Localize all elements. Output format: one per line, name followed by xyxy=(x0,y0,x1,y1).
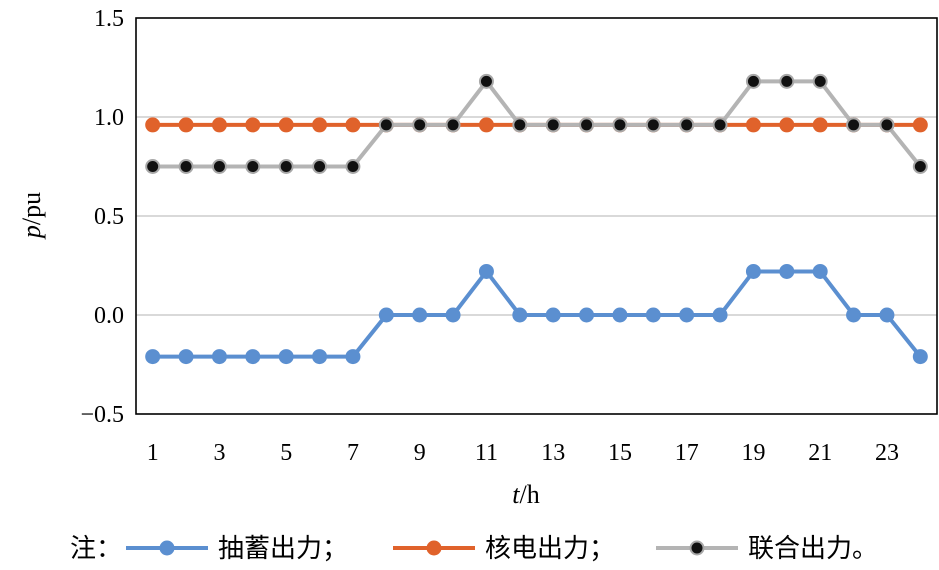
x-tick-label: 7 xyxy=(347,440,359,466)
data-point xyxy=(245,159,261,174)
data-point xyxy=(879,117,895,133)
x-tick-label: 13 xyxy=(541,440,565,466)
data-point xyxy=(779,263,795,279)
data-point xyxy=(679,117,695,133)
data-point xyxy=(245,349,261,365)
data-point xyxy=(745,117,761,133)
x-tick-label: 17 xyxy=(675,440,699,466)
data-point xyxy=(745,263,761,279)
data-point xyxy=(612,117,628,133)
data-point xyxy=(412,307,428,323)
data-point xyxy=(312,159,328,174)
data-point xyxy=(812,117,828,133)
data-point xyxy=(245,117,261,133)
y-tick-label: −0.5 xyxy=(80,402,124,428)
data-point xyxy=(211,349,227,365)
data-point xyxy=(278,117,294,133)
x-tick-label: 21 xyxy=(808,440,832,466)
data-point xyxy=(912,117,928,133)
plot-area-frame xyxy=(135,17,938,415)
data-point xyxy=(312,349,328,365)
series xyxy=(145,73,928,365)
data-point xyxy=(478,73,494,89)
data-point xyxy=(512,307,528,323)
legend-marker xyxy=(159,540,175,556)
legend-label: 核电出力； xyxy=(485,534,615,564)
x-tick-label: 19 xyxy=(741,440,765,466)
data-point xyxy=(378,117,394,133)
x-tick-label: 9 xyxy=(414,440,426,466)
data-point xyxy=(478,263,494,279)
y-tick-label: 0.5 xyxy=(94,204,124,230)
data-point xyxy=(745,73,761,89)
data-point xyxy=(345,349,361,365)
data-point xyxy=(378,307,394,323)
legend-marker xyxy=(689,540,705,556)
data-point xyxy=(211,117,227,133)
x-tick-label: 11 xyxy=(475,440,498,466)
data-point xyxy=(345,117,361,133)
x-axis-ticks: 1 3 5 7 9 11 13 15 17 19 21 23 xyxy=(147,440,899,466)
data-point xyxy=(912,159,928,174)
legend: 注： 抽蓄出力； 核电出力； 联合出力。 xyxy=(70,534,878,564)
data-point xyxy=(579,117,595,133)
data-point xyxy=(312,117,328,133)
data-point xyxy=(912,349,928,365)
legend-item: 联合出力。 xyxy=(656,534,878,564)
x-tick-label: 15 xyxy=(608,440,632,466)
data-point xyxy=(512,117,528,133)
legend-marker xyxy=(426,540,442,556)
x-tick-label: 23 xyxy=(875,440,899,466)
data-point xyxy=(178,117,194,133)
data-point xyxy=(145,349,161,365)
data-point xyxy=(345,159,361,174)
x-tick-label: 3 xyxy=(213,440,225,466)
data-point xyxy=(579,307,595,323)
legend-prefix: 注： xyxy=(70,534,122,564)
data-point xyxy=(846,117,862,133)
data-point xyxy=(478,117,494,133)
data-point xyxy=(812,73,828,89)
data-point xyxy=(545,307,561,323)
series-3 xyxy=(145,73,928,174)
data-point xyxy=(412,117,428,133)
data-point xyxy=(879,307,895,323)
data-point xyxy=(445,307,461,323)
data-point xyxy=(612,307,628,323)
data-point xyxy=(846,307,862,323)
data-point xyxy=(645,307,661,323)
data-point xyxy=(545,117,561,133)
data-point xyxy=(812,263,828,279)
data-point xyxy=(278,349,294,365)
data-point xyxy=(445,117,461,133)
data-point xyxy=(145,159,161,174)
data-point xyxy=(779,73,795,89)
legend-item: 抽蓄出力； xyxy=(126,534,348,564)
y-tick-label: 0.0 xyxy=(94,303,124,329)
legend-item: 核电出力； xyxy=(393,534,615,564)
x-tick-label: 5 xyxy=(280,440,292,466)
x-axis-title: t/h xyxy=(512,480,539,509)
legend-label: 抽蓄出力； xyxy=(218,534,348,564)
gridlines xyxy=(136,116,937,316)
data-point xyxy=(679,307,695,323)
data-point xyxy=(278,159,294,174)
data-point xyxy=(178,349,194,365)
legend-label: 联合出力。 xyxy=(748,534,878,564)
x-tick-label: 1 xyxy=(147,440,159,466)
y-axis-title: p/pu xyxy=(17,192,46,240)
data-point xyxy=(712,117,728,133)
data-point xyxy=(779,117,795,133)
data-point xyxy=(645,117,661,133)
y-tick-label: 1.0 xyxy=(94,105,124,131)
data-point xyxy=(145,117,161,133)
y-axis-ticks: 1.5 1.0 0.5 0.0 −0.5 xyxy=(80,6,124,428)
y-tick-label: 1.5 xyxy=(94,6,124,32)
data-point xyxy=(211,159,227,174)
series-1 xyxy=(145,263,928,365)
data-point xyxy=(712,307,728,323)
data-point xyxy=(178,159,194,174)
